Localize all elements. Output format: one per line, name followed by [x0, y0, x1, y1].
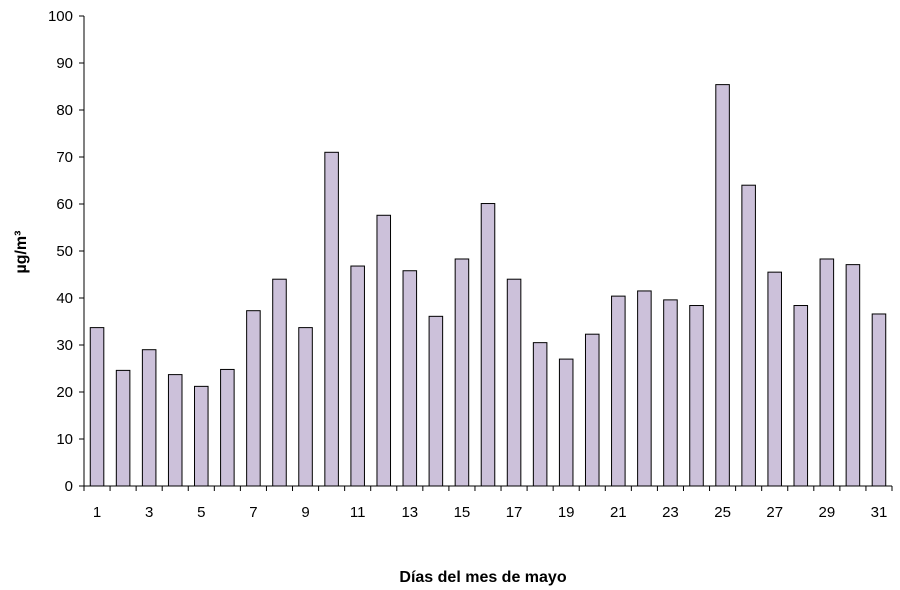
bar-day-20	[584, 333, 600, 487]
bar-day-1	[89, 327, 105, 487]
bar-day-26	[741, 184, 756, 487]
x-axis-ticks: 1 3 5 7 9 11 13 15 17 19 21 23 25 27 29 31	[83, 486, 893, 521]
bar-day-2	[115, 369, 131, 487]
y-axis-ticks: 0 10 20 30 40 50 60 70 80 90 100	[48, 8, 84, 495]
y-axis-title: µg/m³	[13, 231, 30, 274]
bar-day-7	[246, 310, 261, 487]
bar-day-9	[298, 327, 313, 487]
bar-day-17	[506, 278, 522, 487]
bar-day-18	[532, 342, 548, 487]
bar-day-13	[402, 270, 418, 487]
x-tick-label: 13	[401, 504, 418, 521]
bar-day-8	[272, 278, 287, 487]
x-tick-label: 15	[454, 504, 471, 521]
y-tick-label: 50	[56, 243, 73, 260]
y-tick-label: 30	[56, 337, 73, 354]
bar-day-10	[324, 151, 339, 487]
bar-day-31	[871, 313, 887, 487]
bar-day-30	[845, 264, 861, 487]
x-tick-label: 29	[818, 504, 835, 521]
bar-day-11	[350, 265, 365, 487]
x-tick-label: 9	[301, 504, 309, 521]
x-tick-label: 23	[662, 504, 679, 521]
x-tick-label: 5	[197, 504, 205, 521]
x-tick-label: 25	[714, 504, 731, 521]
bar-day-25	[715, 84, 730, 487]
bar-day-6	[220, 368, 235, 487]
x-tick-label: 17	[506, 504, 523, 521]
x-tick-label: 21	[610, 504, 627, 521]
y-tick-label: 40	[56, 290, 73, 307]
bar-day-27	[767, 271, 782, 487]
bar-day-4	[167, 374, 183, 487]
x-tick-label: 19	[558, 504, 575, 521]
x-tick-label: 31	[871, 504, 888, 521]
x-tick-label: 7	[249, 504, 257, 521]
y-tick-label: 20	[56, 384, 73, 401]
y-tick-label: 100	[48, 8, 73, 25]
bar-day-28	[793, 305, 809, 487]
y-tick-label: 10	[56, 431, 73, 448]
y-tick-label: 80	[56, 102, 73, 119]
bar-day-19	[558, 358, 574, 487]
y-tick-label: 60	[56, 196, 73, 213]
bar-day-12	[376, 214, 392, 487]
bar-day-5	[194, 385, 209, 487]
bars-group	[89, 84, 887, 487]
bar-day-16	[480, 203, 496, 487]
x-tick-label: 11	[350, 504, 366, 521]
bar-day-29	[819, 258, 835, 487]
bar-day-23	[663, 299, 678, 487]
x-axis-title: Días del mes de mayo	[399, 569, 566, 586]
bar-day-14	[428, 315, 444, 487]
bar-day-15	[454, 258, 470, 487]
x-tick-label: 27	[766, 504, 783, 521]
x-tick-label: 3	[145, 504, 153, 521]
bar-day-24	[689, 305, 704, 487]
y-tick-label: 90	[56, 55, 73, 72]
y-tick-label: 0	[65, 478, 73, 495]
x-tick-label: 1	[93, 504, 101, 521]
y-tick-label: 70	[56, 149, 73, 166]
bar-day-21	[611, 295, 626, 487]
bar-day-22	[637, 290, 652, 487]
bar-day-3	[141, 349, 157, 487]
